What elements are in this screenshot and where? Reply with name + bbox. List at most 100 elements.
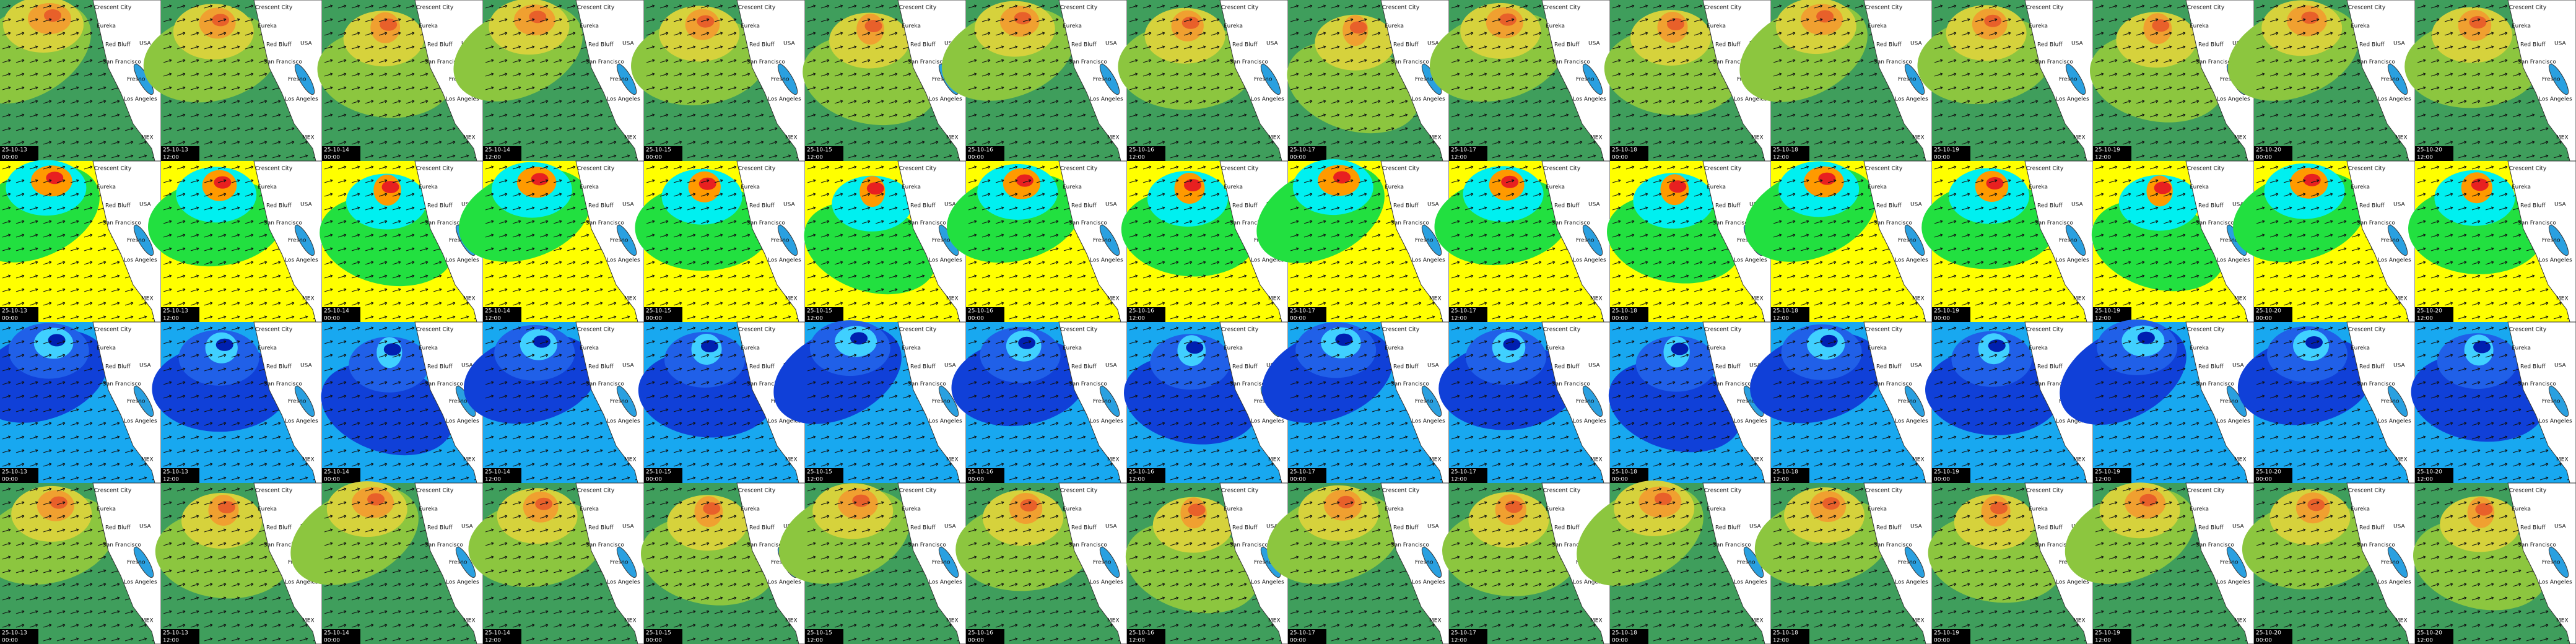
time-label: 00:00 xyxy=(1612,155,1628,161)
place-label: Fresno xyxy=(1898,560,1917,566)
place-label: MEX xyxy=(1912,618,1925,624)
time-label: 12:00 xyxy=(2417,316,2433,322)
place-label: Fresno xyxy=(771,560,790,566)
place-label: Fresno xyxy=(1737,560,1756,566)
map-tile: Crescent City Eureka Red Bluff San Francisc… xyxy=(290,481,484,644)
time-label: 12:00 xyxy=(1451,477,1467,483)
place-label: MEX xyxy=(2073,296,2086,302)
place-label: USA xyxy=(1749,524,1761,530)
place-label: Red Bluff xyxy=(2198,203,2224,209)
place-label: Eureka xyxy=(1224,185,1243,191)
place-label: Los Angeles xyxy=(1734,97,1767,103)
lake xyxy=(2548,546,2569,578)
place-label: Eureka xyxy=(741,24,760,30)
place-label: USA xyxy=(1910,363,1922,369)
place-label: MEX xyxy=(785,135,798,141)
date-label: 25-10-20 xyxy=(2417,147,2442,154)
place-label: Eureka xyxy=(2190,507,2209,513)
place-label: Red Bluff xyxy=(1715,203,1741,209)
place-label: Eureka xyxy=(2351,185,2370,191)
place-label: Eureka xyxy=(2351,507,2370,513)
time-label: 12:00 xyxy=(163,638,179,644)
place-label: USA xyxy=(2554,363,2566,369)
place-label: USA xyxy=(139,524,151,530)
place-label: San Francisco xyxy=(1391,59,1429,66)
place-label: Los Angeles xyxy=(446,258,479,264)
time-label: 00:00 xyxy=(1290,155,1306,161)
place-label: Eureka xyxy=(741,507,760,513)
place-label: MEX xyxy=(1590,457,1603,463)
place-label: San Francisco xyxy=(1230,59,1268,66)
place-label: Crescent City xyxy=(1543,327,1581,333)
place-label: USA xyxy=(1910,524,1922,530)
lake xyxy=(938,546,959,578)
place-label: MEX xyxy=(2073,457,2086,463)
time-label: 12:00 xyxy=(2417,477,2433,483)
place-label: Crescent City xyxy=(2509,5,2547,11)
place-label: Fresno xyxy=(1254,77,1273,83)
place-label: MEX xyxy=(141,135,154,141)
stamp-box xyxy=(1771,468,1809,483)
place-label: Los Angeles xyxy=(2056,419,2089,425)
place-label: Fresno xyxy=(610,560,629,566)
place-label: MEX xyxy=(302,618,315,624)
time-label: 00:00 xyxy=(646,316,662,322)
time-label: 12:00 xyxy=(1129,638,1145,644)
place-label: Fresno xyxy=(1737,238,1756,244)
lake xyxy=(616,546,637,578)
place-label: San Francisco xyxy=(2196,542,2234,549)
map-tile: Crescent City Eureka Red Bluff San Francisc… xyxy=(1438,321,1611,484)
place-label: Los Angeles xyxy=(768,97,801,103)
place-label: Los Angeles xyxy=(446,419,479,425)
place-label: USA xyxy=(1749,363,1761,369)
stamp-box xyxy=(0,468,38,483)
date-label: 25-10-17 xyxy=(1290,469,1315,476)
place-label: Crescent City xyxy=(2509,327,2547,333)
place-label: San Francisco xyxy=(264,59,302,66)
place-label: Fresno xyxy=(932,77,951,83)
time-label: 00:00 xyxy=(2256,316,2272,322)
place-label: Los Angeles xyxy=(285,258,318,264)
place-label: Eureka xyxy=(1868,346,1887,352)
place-label: Red Bluff xyxy=(1393,525,1419,531)
place-label: Red Bluff xyxy=(2520,203,2546,209)
place-label: MEX xyxy=(2073,618,2086,624)
map-tile: Crescent City Eureka Red Bluff San Francisc… xyxy=(1434,160,1611,323)
place-label: Fresno xyxy=(2542,238,2561,244)
place-label: San Francisco xyxy=(747,220,785,227)
place-label: San Francisco xyxy=(586,220,624,227)
map-tile: Crescent City Eureka Red Bluff San Francisc… xyxy=(143,0,323,162)
time-label: 12:00 xyxy=(807,155,823,161)
place-label: MEX xyxy=(463,296,476,302)
lake xyxy=(2226,546,2247,578)
place-label: MEX xyxy=(141,296,154,302)
place-label: Los Angeles xyxy=(1573,97,1606,103)
date-label: 25-10-19 xyxy=(2095,308,2120,315)
time-label: 12:00 xyxy=(807,477,823,483)
place-label: Red Bluff xyxy=(427,203,453,209)
place-label: MEX xyxy=(624,457,637,463)
place-label: Crescent City xyxy=(94,327,132,333)
place-label: San Francisco xyxy=(103,220,141,227)
place-label: MEX xyxy=(2395,618,2408,624)
lake xyxy=(2548,63,2569,95)
lake xyxy=(1421,224,1442,256)
place-label: Red Bluff xyxy=(1071,42,1097,48)
stamp-box xyxy=(2415,629,2453,644)
place-label: San Francisco xyxy=(908,59,946,66)
place-label: Crescent City xyxy=(2187,327,2225,333)
map-tile: Crescent City Eureka Red Bluff San Francisc… xyxy=(638,321,806,484)
place-label: Crescent City xyxy=(1543,166,1581,172)
date-label: 25-10-20 xyxy=(2256,469,2281,476)
place-label: San Francisco xyxy=(2518,381,2556,388)
time-label: 12:00 xyxy=(1451,316,1467,322)
map-tile: Crescent City Eureka Red Bluff San Francisc… xyxy=(453,0,645,162)
place-label: Eureka xyxy=(580,507,599,513)
stamp-box xyxy=(805,629,843,644)
place-label: Crescent City xyxy=(1060,488,1098,494)
place-label: MEX xyxy=(302,135,315,141)
place-label: Los Angeles xyxy=(1573,419,1606,425)
stamp-box xyxy=(1288,468,1326,483)
stamp-box xyxy=(161,307,199,322)
place-label: MEX xyxy=(946,457,959,463)
